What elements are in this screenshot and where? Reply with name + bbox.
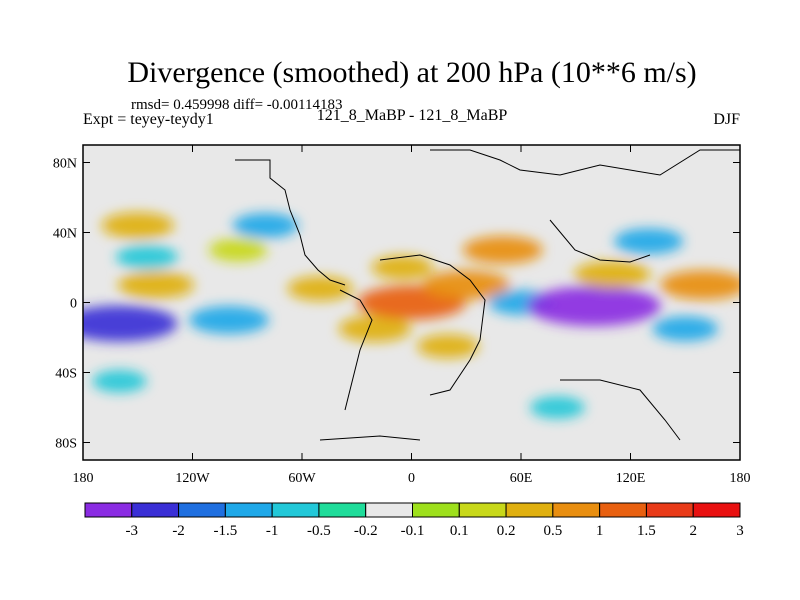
colorbar-label-13: 3 bbox=[736, 523, 744, 539]
colorbar-label-0: -3 bbox=[126, 523, 139, 539]
colorbar-box-3 bbox=[224, 502, 273, 518]
colorbar-box-9 bbox=[505, 502, 554, 518]
y-tick-label-0: 80N bbox=[53, 157, 77, 172]
colorbar-box-11 bbox=[599, 502, 647, 518]
colorbar-label-3: -1 bbox=[266, 523, 279, 539]
experiment-label: Expt = teyey-teydy1 bbox=[83, 111, 214, 128]
anomaly-blob-8 bbox=[338, 315, 412, 342]
anomaly-blob-11 bbox=[422, 270, 510, 300]
colorbar-box-6 bbox=[365, 502, 414, 518]
colorbar-label-11: 1.5 bbox=[637, 523, 656, 539]
anomaly-blob-15 bbox=[527, 286, 661, 326]
y-tick-label-4: 80S bbox=[55, 437, 77, 452]
y-axis: 80N 40N 0 40S 80S bbox=[53, 157, 740, 452]
colorbar-box-7 bbox=[412, 502, 460, 518]
colorbar-box-12 bbox=[645, 502, 694, 518]
anomaly-blob-1 bbox=[101, 212, 175, 239]
colorbar-box-5 bbox=[318, 502, 367, 518]
coastline bbox=[235, 149, 740, 441]
plot-area bbox=[83, 145, 740, 460]
x-tick-label-6: 180 bbox=[730, 471, 751, 486]
colorbar-label-6: -0.1 bbox=[401, 523, 425, 539]
x-axis: 180 120W 60W 0 60E 120E 180 bbox=[73, 145, 751, 486]
anomaly-blob-12 bbox=[417, 334, 479, 359]
season-label: DJF bbox=[713, 111, 740, 128]
colorbar-label-10: 1 bbox=[596, 523, 604, 539]
colorbar: -3 -2 -1.5 -1 -0.5 -0.2 -0.1 0.1 0.2 0.5 1 1.5 2 3 bbox=[84, 502, 744, 539]
anomaly-blob-19 bbox=[652, 316, 719, 342]
stats-line: rmsd= 0.459998 diff= -0.00114183 bbox=[131, 97, 343, 113]
anomaly-blob-17 bbox=[614, 228, 684, 255]
colorbar-label-7: 0.1 bbox=[450, 523, 469, 539]
x-tick-label-3: 0 bbox=[408, 471, 415, 486]
case-label: 121_8_MaBP - 121_8_MaBP bbox=[317, 107, 508, 124]
anomaly-blob-20 bbox=[92, 370, 147, 393]
chart-title: Divergence (smoothed) at 200 hPa (10**6 … bbox=[127, 56, 696, 89]
colorbar-label-8: 0.2 bbox=[497, 523, 516, 539]
colorbar-box-0 bbox=[84, 502, 133, 518]
x-tick-label-0: 180 bbox=[73, 471, 94, 486]
anomaly-blob-2 bbox=[117, 271, 195, 299]
anomaly-blob-18 bbox=[659, 270, 740, 300]
colorbar-box-13 bbox=[692, 502, 741, 518]
x-tick-label-5: 120E bbox=[616, 471, 646, 486]
colorbar-label-5: -0.2 bbox=[354, 523, 378, 539]
divergence-field bbox=[83, 212, 740, 419]
colorbar-label-4: -0.5 bbox=[307, 523, 331, 539]
colorbar-box-10 bbox=[552, 502, 601, 518]
anomaly-blob-13 bbox=[462, 236, 543, 264]
colorbar-box-1 bbox=[131, 502, 180, 518]
colorbar-box-8 bbox=[458, 502, 507, 518]
colorbar-label-1: -2 bbox=[172, 523, 185, 539]
colorbar-label-2: -1.5 bbox=[213, 523, 237, 539]
colorbar-label-12: 2 bbox=[689, 523, 697, 539]
x-tick-label-2: 60W bbox=[288, 471, 316, 486]
anomaly-blob-3 bbox=[115, 245, 178, 269]
anomaly-blob-21 bbox=[530, 396, 585, 419]
anomaly-blob-9 bbox=[371, 255, 434, 280]
anomaly-blob-5 bbox=[208, 238, 268, 262]
y-tick-label-3: 40S bbox=[55, 367, 77, 382]
y-tick-label-1: 40N bbox=[53, 227, 77, 242]
anomaly-blob-4 bbox=[189, 306, 269, 334]
colorbar-box-2 bbox=[178, 502, 226, 518]
anomaly-blob-16 bbox=[574, 260, 651, 289]
x-tick-label-1: 120W bbox=[175, 471, 210, 486]
anomaly-blob-0 bbox=[83, 305, 178, 342]
colorbar-label-9: 0.5 bbox=[543, 523, 562, 539]
colorbar-box-4 bbox=[271, 502, 320, 518]
x-tick-label-4: 60E bbox=[510, 471, 533, 486]
anomaly-blob-6 bbox=[232, 213, 299, 238]
y-tick-label-2: 0 bbox=[70, 297, 77, 312]
anomaly-blob-7 bbox=[287, 276, 354, 301]
